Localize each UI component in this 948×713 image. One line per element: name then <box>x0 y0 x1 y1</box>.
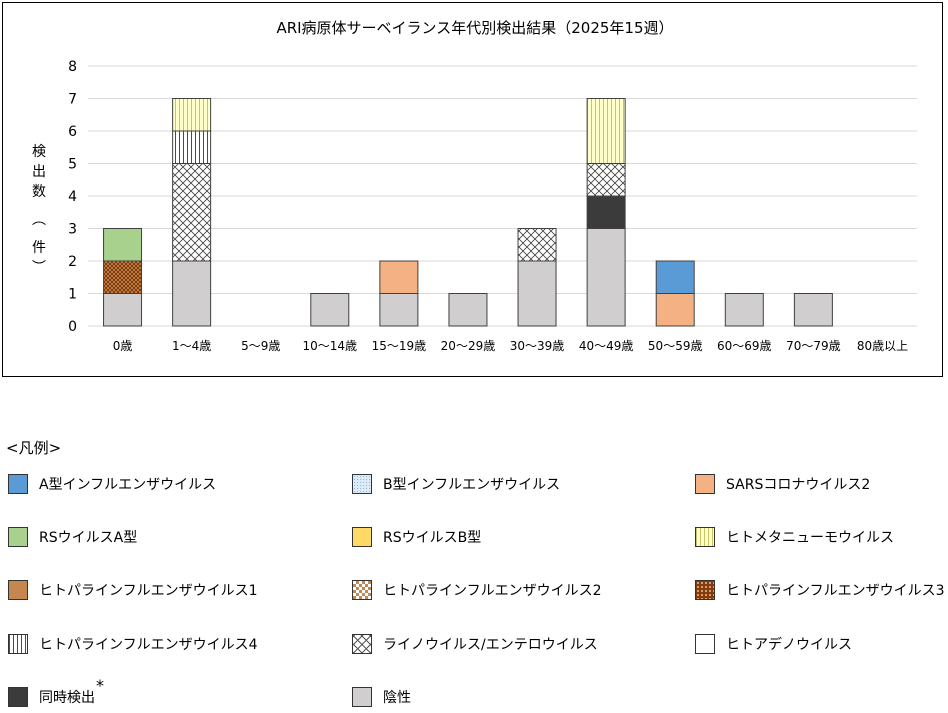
x-tick-label: 70～79歳 <box>786 339 841 353</box>
x-tick-label: 30～39歳 <box>510 339 565 353</box>
legend-swatch <box>695 474 715 494</box>
x-tick-label: 20～29歳 <box>441 339 496 353</box>
chart-title: ARI病原体サーベイランス年代別検出結果（2025年15週） <box>276 19 673 37</box>
bar-segment <box>586 98 626 164</box>
y-tick-label: 0 <box>68 319 77 335</box>
x-tick-label: 40～49歳 <box>579 339 634 353</box>
bar-segment <box>586 195 626 229</box>
legend-label: SARSコロナウイルス2 <box>726 477 871 493</box>
legend-item: ヒトパラインフルエンザウイルス2 <box>352 578 602 602</box>
legend-label: ヒトアデノウイルス <box>726 637 852 653</box>
legend-swatch <box>352 580 372 600</box>
bar-segment <box>310 293 350 327</box>
stacked-bar-chart: ARI病原体サーベイランス年代別検出結果（2025年15週） 0 1 2 3 4 5 6 7 8… <box>32 19 917 353</box>
bar-segment <box>172 163 212 262</box>
y-tick-label: 7 <box>68 92 77 108</box>
bar-segment <box>793 293 833 327</box>
legend-label: A型インフルエンザウイルス <box>39 477 217 493</box>
legend-title: <凡例> <box>6 439 62 457</box>
x-tick-label: 80歳以上 <box>857 339 908 353</box>
x-tick-label: 10～14歳 <box>303 339 358 353</box>
bar-segment <box>379 260 419 294</box>
legend-label: 同時検出 <box>39 690 95 706</box>
legend-item: SARSコロナウイルス2 <box>695 472 870 496</box>
x-tick-label: 0歳 <box>113 339 133 353</box>
y-tick-label: 3 <box>68 222 77 238</box>
legend-swatch <box>8 474 28 494</box>
legend-item: ヒトパラインフルエンザウイルス4 <box>8 632 258 656</box>
legend-swatch <box>695 634 715 654</box>
legend-label: ヒトメタニューモウイルス <box>726 530 894 546</box>
legend-item: ライノウイルス/エンテロウイルス <box>352 632 598 656</box>
legend-swatch <box>695 580 715 600</box>
legend-label: ヒトパラインフルエンザウイルス3 <box>726 583 945 599</box>
bar-segment <box>103 228 143 262</box>
legend-label: B型インフルエンザウイルス <box>383 477 561 493</box>
legend-swatch <box>352 474 372 494</box>
y-tick-label: 4 <box>68 189 77 205</box>
footnote-mark: * <box>96 675 104 695</box>
x-tick-label: 1～4歳 <box>172 339 211 353</box>
legend-swatch <box>352 527 372 547</box>
legend-swatch <box>8 687 28 707</box>
legend-item: ヒトメタニューモウイルス <box>695 525 894 549</box>
legend-label: ライノウイルス/エンテロウイルス <box>383 637 598 653</box>
bar-segment <box>379 293 419 327</box>
bar-segment <box>586 228 626 327</box>
bar-segment <box>103 293 143 327</box>
bar-segment <box>448 293 488 327</box>
legend-item: RSウイルスA型 <box>8 525 137 549</box>
y-tick-label: 1 <box>68 287 77 303</box>
legend-swatch <box>352 634 372 654</box>
bar-segment <box>586 163 626 197</box>
legend-item: RSウイルスB型 <box>352 525 481 549</box>
bar-segment <box>172 130 212 164</box>
legend-item: B型インフルエンザウイルス <box>352 472 560 496</box>
legend-item: A型インフルエンザウイルス <box>8 472 216 496</box>
legend-swatch <box>8 527 28 547</box>
legend-item: ヒトアデノウイルス <box>695 632 852 656</box>
bar-segment <box>655 293 695 327</box>
legend-swatch <box>8 580 28 600</box>
x-tick-label: 15～19歳 <box>372 339 427 353</box>
bar-segment <box>517 228 557 262</box>
x-tick-label: 50～59歳 <box>648 339 703 353</box>
y-tick-label: 8 <box>68 59 77 75</box>
legend-label: 陰性 <box>383 690 411 706</box>
legend-item: 陰性 <box>352 685 411 709</box>
legend-label: ヒトパラインフルエンザウイルス4 <box>39 637 258 653</box>
bar-segment <box>724 293 764 327</box>
legend-label: RSウイルスB型 <box>383 530 482 546</box>
legend-swatch <box>8 634 28 654</box>
chart-frame: ARI病原体サーベイランス年代別検出結果（2025年15週） 0 1 2 3 4 5 6 7 8… <box>2 2 943 377</box>
legend-item: ヒトパラインフルエンザウイルス1 <box>8 578 258 602</box>
legend-swatch <box>352 687 372 707</box>
bar-segment <box>172 260 212 327</box>
x-tick-label: 60～69歳 <box>717 339 772 353</box>
y-tick-label: 2 <box>68 254 77 270</box>
y-tick-label: 5 <box>68 157 77 173</box>
y-tick-label: 6 <box>68 124 77 140</box>
legend-item: 同時検出 * <box>8 676 104 709</box>
bar-segment <box>103 260 143 294</box>
legend-label: ヒトパラインフルエンザウイルス2 <box>383 583 602 599</box>
x-tick-label: 5～9歳 <box>241 339 280 353</box>
legend-label: ヒトパラインフルエンザウイルス1 <box>39 583 258 599</box>
legend-label: RSウイルスA型 <box>39 530 138 546</box>
bar-segment <box>172 98 212 132</box>
legend-item: ヒトパラインフルエンザウイルス3 <box>695 578 945 602</box>
legend-swatch <box>695 527 715 547</box>
bar-segment <box>517 260 557 327</box>
y-axis-label: 検出数︵件︶ <box>32 144 46 276</box>
bar-segment <box>655 260 695 294</box>
